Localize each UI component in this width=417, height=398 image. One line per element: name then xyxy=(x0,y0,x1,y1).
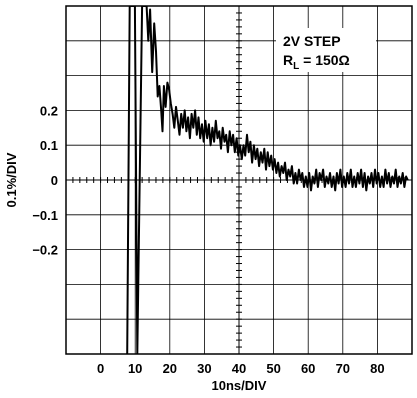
x-tick-label: 70 xyxy=(336,361,350,376)
x-tick-label: 10 xyxy=(128,361,142,376)
series-trace xyxy=(126,6,409,354)
annotation-r: R xyxy=(283,52,293,68)
trace-layer xyxy=(126,6,409,354)
x-tick-label: 50 xyxy=(266,361,280,376)
y-axis-title: 0.1%/DIV xyxy=(4,152,19,207)
x-tick-label: 30 xyxy=(197,361,211,376)
annotation-subscript-l: L xyxy=(293,61,299,72)
x-tick-label: 20 xyxy=(163,361,177,376)
annotation-line-1: 2V STEP xyxy=(283,33,341,49)
y-tick-label: 0.2 xyxy=(40,103,58,118)
y-tick-label: 0 xyxy=(51,173,58,188)
y-tick-label: −0.2 xyxy=(32,243,58,258)
y-tick-label: −0.1 xyxy=(32,208,58,223)
y-tick-labels: 0.2 0.1 0 −0.1 −0.2 xyxy=(32,103,58,257)
x-tick-label: 80 xyxy=(370,361,384,376)
annotation-load-value: = 150Ω xyxy=(299,52,350,68)
y-tick-label: 0.1 xyxy=(40,138,58,153)
plot-frame xyxy=(65,5,413,355)
x-tick-label: 40 xyxy=(232,361,246,376)
x-tick-labels: 0 10 20 30 40 50 60 70 80 xyxy=(97,361,385,376)
annotation-box: 2V STEP RL = 150Ω xyxy=(276,28,376,72)
x-tick-label: 0 xyxy=(97,361,104,376)
x-tick-label: 60 xyxy=(301,361,315,376)
annotation-line-2: RL = 150Ω xyxy=(283,52,350,72)
x-axis-title: 10ns/DIV xyxy=(212,378,267,393)
